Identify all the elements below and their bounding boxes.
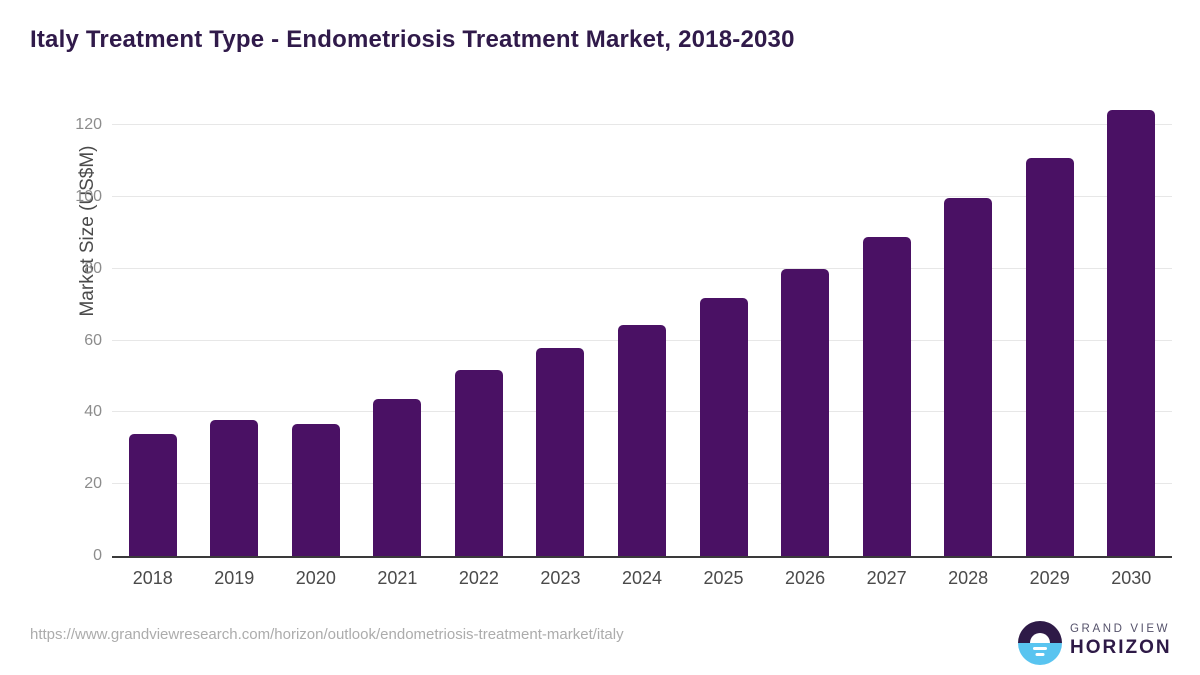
bar-band-2018	[112, 100, 194, 556]
bar-2023	[536, 348, 585, 556]
x-tick-label-2030: 2030	[1111, 568, 1152, 588]
bar-band-2024	[601, 100, 683, 556]
bar-band-2025	[683, 100, 765, 556]
x-tick-label-2029: 2029	[1029, 568, 1070, 588]
grand-view-horizon-logo: GRAND VIEW HORIZON	[1018, 620, 1178, 666]
bar-band-2021	[357, 100, 439, 556]
x-tick-label-2025: 2025	[703, 568, 744, 588]
bar-2030	[1107, 110, 1156, 556]
y-tick-label-120: 120	[75, 116, 102, 134]
plot-area: 0 20 40 60 80 100 120 2018 2019 2020 2021 2022 2023 2…	[75, 100, 1172, 588]
bar-band-2020	[275, 100, 357, 556]
bar-2025	[699, 298, 748, 556]
x-tick-label-2026: 2026	[785, 568, 826, 588]
logo-reflection-line-2	[1035, 653, 1045, 656]
x-tick-label-2021: 2021	[377, 568, 418, 588]
x-tick-label-2019: 2019	[214, 568, 255, 588]
chart-title: Italy Treatment Type - Endometriosis Tre…	[30, 26, 795, 53]
x-tick-label-2018: 2018	[132, 568, 173, 588]
bar-2024	[617, 325, 666, 556]
bar-band-2019	[194, 100, 276, 556]
horizon-sun-icon	[1018, 621, 1062, 665]
logo-reflection-line-1	[1033, 647, 1047, 650]
bar-band-2029	[1009, 100, 1091, 556]
x-tick-label-2023: 2023	[540, 568, 581, 588]
x-tick-label-2027: 2027	[866, 568, 907, 588]
bar-band-2022	[438, 100, 520, 556]
bar-2029	[1025, 158, 1074, 556]
y-tick-label-100: 100	[75, 187, 102, 205]
x-tick-label-2024: 2024	[621, 568, 662, 588]
bar-band-2023	[520, 100, 602, 556]
y-tick-label-40: 40	[84, 403, 102, 421]
bar-2028	[944, 198, 993, 556]
bar-band-2027	[846, 100, 928, 556]
logo-brand-name: GRAND VIEW	[1070, 623, 1171, 635]
logo-sun-shape	[1030, 633, 1050, 643]
bar-2018	[128, 434, 177, 556]
x-tick-label-2028: 2028	[948, 568, 989, 588]
logo-product-name: HORIZON	[1070, 637, 1172, 658]
source-url: https://www.grandviewresearch.com/horizo…	[30, 626, 624, 643]
y-tick-label-60: 60	[84, 331, 102, 349]
bar-2027	[862, 237, 911, 556]
bar-2026	[781, 268, 830, 556]
bar-band-2026	[764, 100, 846, 556]
bar-2019	[210, 420, 259, 556]
y-tick-label-0: 0	[93, 547, 102, 564]
gridline-80	[112, 267, 1172, 269]
logo-sky-half	[1018, 621, 1062, 643]
x-tick-label-2020: 2020	[295, 568, 336, 588]
bar-2021	[373, 399, 422, 556]
gridline-120	[112, 124, 1172, 126]
logo-text: GRAND VIEW HORIZON	[1070, 623, 1172, 659]
y-tick-label-20: 20	[84, 475, 102, 493]
bar-band-2030	[1090, 100, 1172, 556]
x-tick-label-2022: 2022	[458, 568, 499, 588]
y-tick-label-80: 80	[84, 259, 102, 277]
bar-2020	[291, 424, 340, 556]
gridline-100	[112, 195, 1172, 197]
bar-band-2028	[927, 100, 1009, 556]
bar-2022	[454, 370, 503, 556]
